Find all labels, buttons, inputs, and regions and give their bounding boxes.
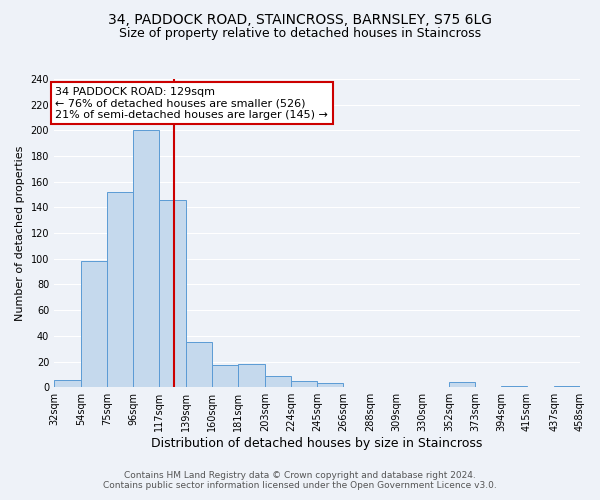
Bar [81,262,107,387]
Bar [238,364,265,387]
Bar [212,366,238,387]
Bar [291,381,317,387]
Bar [501,386,527,387]
Bar [54,380,81,387]
Bar [554,386,580,387]
Bar [449,382,475,387]
Bar [186,342,212,387]
Bar [265,376,291,387]
Text: 34, PADDOCK ROAD, STAINCROSS, BARNSLEY, S75 6LG: 34, PADDOCK ROAD, STAINCROSS, BARNSLEY, … [108,12,492,26]
Text: 34 PADDOCK ROAD: 129sqm
← 76% of detached houses are smaller (526)
21% of semi-d: 34 PADDOCK ROAD: 129sqm ← 76% of detache… [55,86,328,120]
Text: Size of property relative to detached houses in Staincross: Size of property relative to detached ho… [119,28,481,40]
Y-axis label: Number of detached properties: Number of detached properties [15,146,25,321]
Bar [159,200,186,387]
Bar [133,130,159,387]
Text: Contains HM Land Registry data © Crown copyright and database right 2024.
Contai: Contains HM Land Registry data © Crown c… [103,470,497,490]
Bar [107,192,133,387]
X-axis label: Distribution of detached houses by size in Staincross: Distribution of detached houses by size … [151,437,483,450]
Bar [317,384,343,387]
